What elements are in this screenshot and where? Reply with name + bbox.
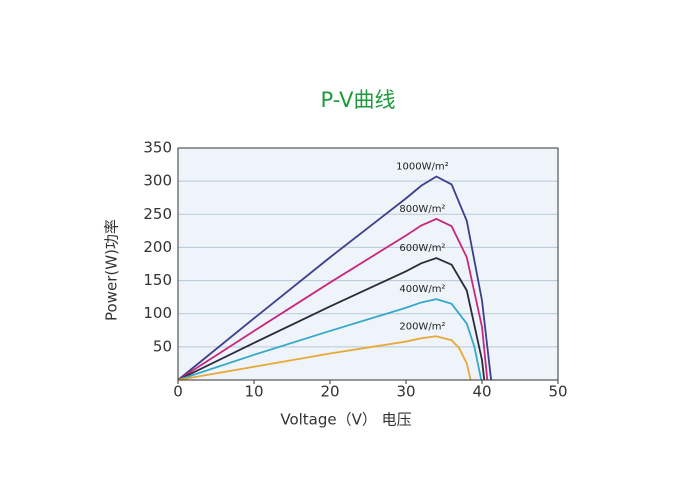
line-series — [177, 335, 472, 381]
line-series — [177, 298, 483, 381]
plot-border — [177, 147, 559, 381]
y-tick-label: 250 — [143, 205, 172, 223]
y-axis-label: Power(W)功率 — [103, 219, 121, 321]
line-series — [177, 175, 493, 381]
y-tick-label: 200 — [143, 238, 172, 256]
y-tick-label: 350 — [143, 139, 172, 157]
plot-area — [178, 148, 558, 380]
legend-label: 200W/m² — [399, 321, 445, 332]
line-series — [177, 217, 489, 381]
x-tick-label: 0 — [173, 383, 183, 401]
legend-label: 1000W/m² — [396, 162, 448, 173]
line-series — [177, 257, 486, 381]
x-tick-label: 50 — [548, 383, 567, 401]
legend-label: 400W/m² — [399, 284, 445, 295]
y-tick-label: 100 — [143, 304, 172, 322]
x-tick-label: 40 — [472, 383, 491, 401]
y-tick-label: 50 — [153, 337, 172, 355]
x-tick-label: 10 — [244, 383, 263, 401]
x-tick-label: 20 — [320, 383, 339, 401]
legend-label: 800W/m² — [399, 204, 445, 215]
x-tick-label: 30 — [396, 383, 415, 401]
y-tick-label: 300 — [143, 172, 172, 190]
legend-label: 600W/m² — [399, 243, 445, 254]
x-axis-label: Voltage（V） 电压 — [280, 411, 411, 429]
chart-title: P-V曲线 — [321, 88, 396, 112]
y-tick-label: 150 — [143, 271, 172, 289]
